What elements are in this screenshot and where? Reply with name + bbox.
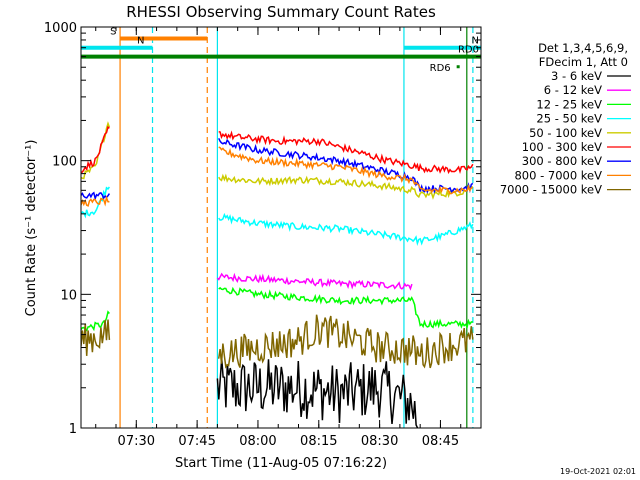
legend-label: 7000 - 15000 keV [500, 183, 602, 197]
x-axis-label: Start Time (11-Aug-05 07:16:22) [175, 456, 387, 471]
footer-date: 19-Oct-2021 02:01 [560, 467, 636, 476]
legend-title-line-1: Det 1,3,4,5,6,9, [538, 41, 628, 55]
x-tick-label: 08:15 [300, 434, 337, 449]
flag-label: N [137, 36, 144, 47]
legend-label: 300 - 800 keV [522, 154, 602, 168]
x-tick-label: 07:45 [178, 434, 215, 449]
x-tick-label: 08:45 [422, 434, 459, 449]
legend-label: 100 - 300 keV [522, 140, 602, 154]
x-tick-label: 08:30 [361, 434, 398, 449]
series-line-7 [81, 146, 473, 207]
y-axis-label: Count Rate (s⁻¹ detector⁻¹) [24, 140, 39, 317]
y-tick-label: 1 [69, 422, 77, 437]
plot-frame [80, 26, 482, 429]
legend-label: 6 - 12 keV [544, 83, 602, 97]
flag-label: S [110, 27, 116, 38]
flag-label: N [472, 36, 479, 47]
legend-label: 25 - 50 keV [536, 112, 602, 126]
y-tick-label: 1000 [44, 21, 77, 36]
legend-label: 3 - 6 keV [551, 69, 602, 83]
legend-label: 800 - 7000 keV [514, 168, 602, 182]
y-tick-label: 100 [52, 155, 77, 170]
x-tick-label: 07:30 [118, 434, 155, 449]
x-tick-label: 08:00 [239, 434, 276, 449]
series-line-4 [81, 121, 473, 200]
legend-title-line-2: FDecim 1, Att 0 [539, 55, 628, 69]
chart-title: RHESSI Observing Summary Count Rates [126, 3, 436, 21]
series-line-0 [216, 357, 419, 428]
flag-label: RD6 [430, 63, 451, 74]
y-tick-label: 10 [60, 288, 77, 303]
series-line-5 [81, 125, 474, 175]
flag-label: RD0 [458, 45, 479, 56]
series-line-1 [216, 272, 413, 291]
legend-label: 50 - 100 keV [529, 126, 602, 140]
legend-label: 12 - 25 keV [536, 97, 602, 111]
flag-marker [456, 65, 460, 69]
